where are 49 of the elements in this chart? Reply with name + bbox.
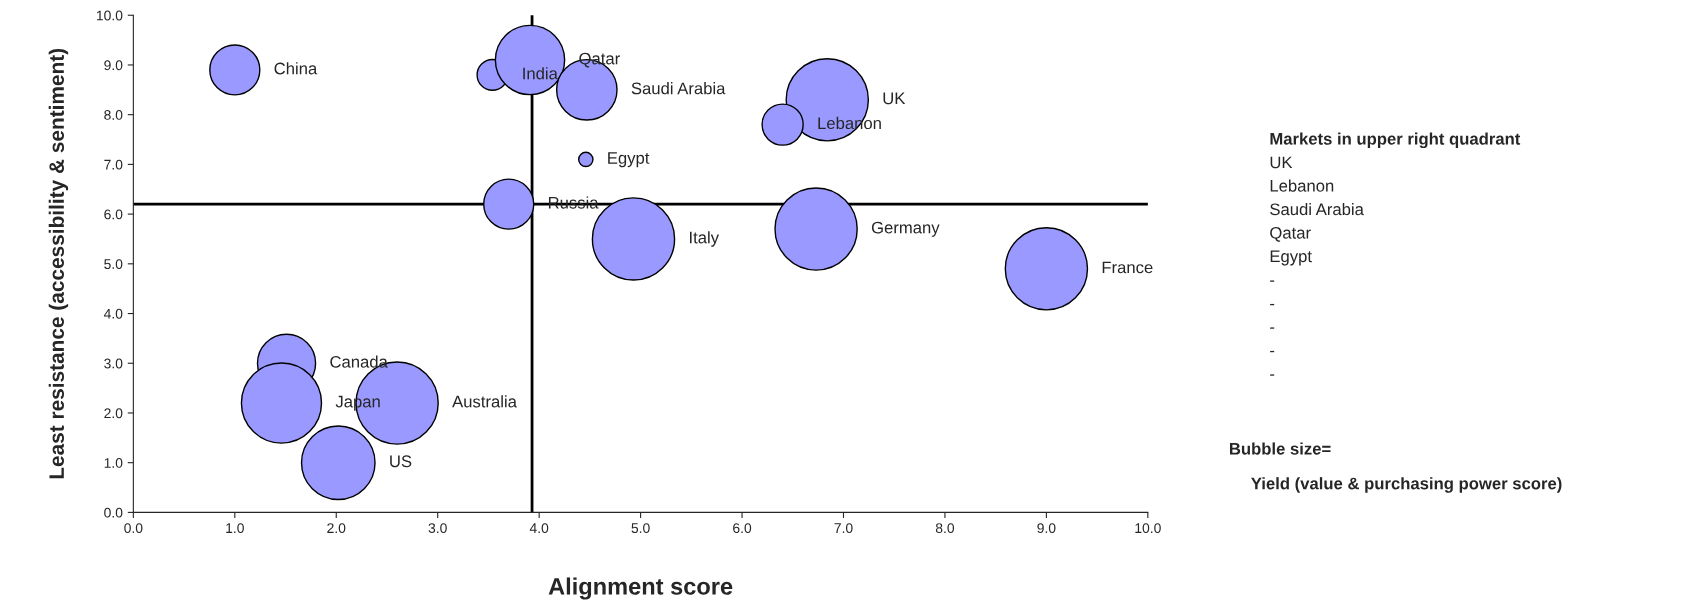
- x-tick-label: 7.0: [834, 523, 853, 534]
- y-tick-label: 3.0: [104, 358, 123, 369]
- y-tick-label: 6.0: [104, 209, 123, 220]
- annotation: Australia: [452, 395, 517, 408]
- y-tick-label: 10.0: [96, 10, 123, 21]
- text: Qatar: [1270, 226, 1311, 242]
- annotation: France: [1102, 261, 1153, 274]
- text: Bubble size=: [1229, 442, 1331, 455]
- annotation: UK: [883, 92, 906, 105]
- annotation: China: [274, 62, 318, 75]
- annotation: US: [390, 455, 412, 468]
- text: -: [1270, 350, 1275, 353]
- text: Lebanon: [1270, 179, 1334, 192]
- y-tick-label: 4.0: [103, 308, 123, 319]
- y-tick-label: 2.0: [104, 408, 123, 419]
- annotation: Germany: [871, 221, 940, 237]
- x-tick-label: 0.0: [124, 523, 143, 534]
- annotation: Egypt: [608, 152, 650, 168]
- text: -: [1270, 303, 1275, 306]
- x-tick-label: 3.0: [428, 523, 447, 534]
- text: Egypt: [1270, 250, 1312, 266]
- x-tick-label: 5.0: [631, 523, 650, 534]
- y-tick-label: 7.0: [104, 159, 123, 170]
- x-tick-label: 2.0: [327, 523, 346, 534]
- text: -: [1270, 374, 1275, 376]
- text: -: [1270, 280, 1275, 282]
- annotation: India: [523, 67, 558, 80]
- y-tick-label: 1.0: [104, 458, 123, 468]
- x-tick-label: 8.0: [935, 523, 955, 534]
- text: Yield (value & purchasing power score): [1251, 477, 1562, 493]
- annotation: Italy: [690, 231, 719, 247]
- x-tick-label: 4.0: [529, 523, 549, 534]
- y-tick-label: 9.0: [104, 60, 123, 71]
- y-tick-label: 8.0: [104, 110, 123, 120]
- annotation: Canada: [330, 355, 388, 368]
- x-tick-label: 10.0: [1135, 523, 1161, 534]
- x-tick-label: 9.0: [1037, 523, 1056, 534]
- x-axis-title: Alignment score: [548, 577, 733, 600]
- x-tick-label: 6.0: [733, 523, 752, 534]
- text: Markets in upper right quadrant: [1270, 132, 1521, 149]
- annotation: Saudi Arabia: [631, 82, 726, 95]
- x-tick-label: 1.0: [226, 523, 244, 534]
- y-tick-label: 0.0: [104, 507, 123, 518]
- text: Saudi Arabia: [1270, 202, 1364, 216]
- text: -: [1270, 327, 1275, 329]
- y-tick-label: 5.0: [104, 259, 123, 269]
- y-axis-title: Least resistance (accessibility & sentiment): [48, 48, 69, 479]
- text: UK: [1270, 156, 1293, 169]
- annotation: Russia: [548, 196, 599, 209]
